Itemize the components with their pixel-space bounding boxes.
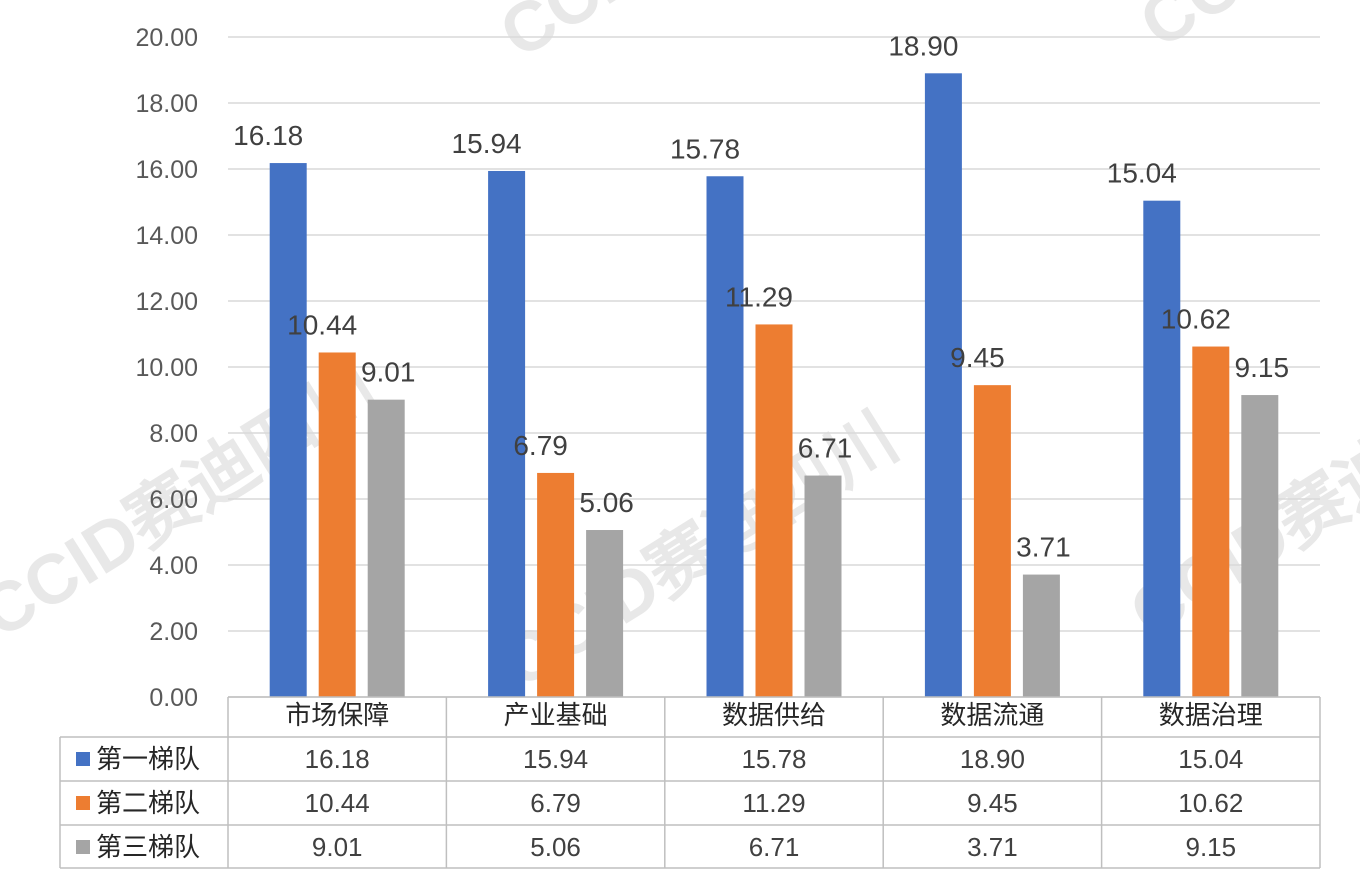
y-axis-ticks: 0.00 2.00 4.00 6.00 8.00 10.00 12.00 14.00 16.00… bbox=[135, 24, 198, 712]
data-label: 3.71 bbox=[1016, 532, 1071, 563]
bars bbox=[269, 73, 1279, 698]
category-label: 数据流通 bbox=[940, 700, 1044, 730]
data-label: 16.18 bbox=[233, 120, 303, 151]
data-label: 6.71 bbox=[798, 433, 853, 464]
data-label: 10.44 bbox=[287, 309, 357, 340]
table-cell: 15.04 bbox=[1178, 744, 1243, 774]
data-label: 15.78 bbox=[670, 133, 740, 164]
y-tick-label: 16.00 bbox=[135, 156, 198, 184]
watermark-text: CCID赛迪四川 bbox=[1127, 0, 1360, 63]
table-cell: 16.18 bbox=[305, 744, 370, 774]
bar bbox=[755, 324, 793, 697]
table-cell: 11.29 bbox=[742, 788, 805, 818]
bar bbox=[924, 73, 962, 698]
y-tick-label: 6.00 bbox=[149, 486, 198, 514]
legend-swatch bbox=[76, 796, 90, 810]
y-tick-label: 8.00 bbox=[149, 420, 198, 448]
legend-swatch bbox=[76, 752, 90, 766]
table-cell: 5.06 bbox=[530, 832, 581, 862]
y-tick-label: 2.00 bbox=[149, 618, 198, 646]
category-label: 产业基础 bbox=[504, 700, 608, 730]
y-tick-label: 18.00 bbox=[135, 90, 198, 118]
y-tick-label: 12.00 bbox=[135, 288, 198, 316]
table-cell: 3.71 bbox=[967, 832, 1018, 862]
y-tick-label: 20.00 bbox=[135, 24, 198, 52]
table-cell: 15.78 bbox=[741, 744, 806, 774]
bar bbox=[1143, 200, 1181, 697]
bar bbox=[318, 352, 356, 697]
bar bbox=[1241, 395, 1279, 697]
table-cell: 15.94 bbox=[523, 744, 588, 774]
bar bbox=[973, 385, 1011, 697]
bar bbox=[1022, 574, 1060, 697]
y-tick-label: 14.00 bbox=[135, 222, 198, 250]
table-cell: 10.62 bbox=[1178, 788, 1243, 818]
category-label: 市场保障 bbox=[285, 700, 389, 730]
bar bbox=[1192, 346, 1230, 697]
data-label: 15.04 bbox=[1107, 158, 1177, 189]
series-name: 第二梯队 bbox=[96, 788, 200, 818]
category-label: 数据供给 bbox=[722, 700, 826, 730]
data-label: 18.90 bbox=[888, 30, 958, 61]
bar bbox=[804, 475, 842, 697]
bar bbox=[706, 176, 744, 697]
y-tick-label: 0.00 bbox=[149, 684, 198, 712]
table-cell: 10.44 bbox=[305, 788, 370, 818]
data-labels: 16.18 10.449.01 15.94 6.79 5.06 15.78 11.29 6.7… bbox=[233, 30, 1289, 562]
data-label: 11.29 bbox=[725, 281, 793, 312]
table-cell: 6.79 bbox=[530, 788, 581, 818]
legend-swatch bbox=[76, 840, 90, 854]
data-label: 9.45 bbox=[950, 342, 1005, 373]
table-cell: 9.15 bbox=[1185, 832, 1236, 862]
bar bbox=[269, 163, 307, 697]
bar bbox=[537, 472, 575, 697]
series-name: 第三梯队 bbox=[96, 832, 200, 862]
data-label: 9.01 bbox=[361, 357, 416, 388]
bar bbox=[488, 170, 526, 698]
data-label: 5.06 bbox=[579, 487, 634, 518]
data-label: 9.15 bbox=[1235, 352, 1290, 383]
category-label: 数据治理 bbox=[1159, 700, 1263, 730]
data-label: 6.79 bbox=[513, 430, 568, 461]
data-label: 15.94 bbox=[452, 128, 522, 159]
table-cell: 18.90 bbox=[960, 744, 1025, 774]
table-cell: 9.45 bbox=[967, 788, 1018, 818]
data-label: 10.62 bbox=[1161, 304, 1231, 335]
table-cell: 9.01 bbox=[312, 832, 363, 862]
bar bbox=[586, 530, 624, 697]
y-tick-label: 4.00 bbox=[149, 552, 198, 580]
bar bbox=[367, 399, 405, 697]
table-cell: 6.71 bbox=[749, 832, 800, 862]
y-tick-label: 10.00 bbox=[135, 354, 198, 382]
series-name: 第一梯队 bbox=[96, 744, 200, 774]
